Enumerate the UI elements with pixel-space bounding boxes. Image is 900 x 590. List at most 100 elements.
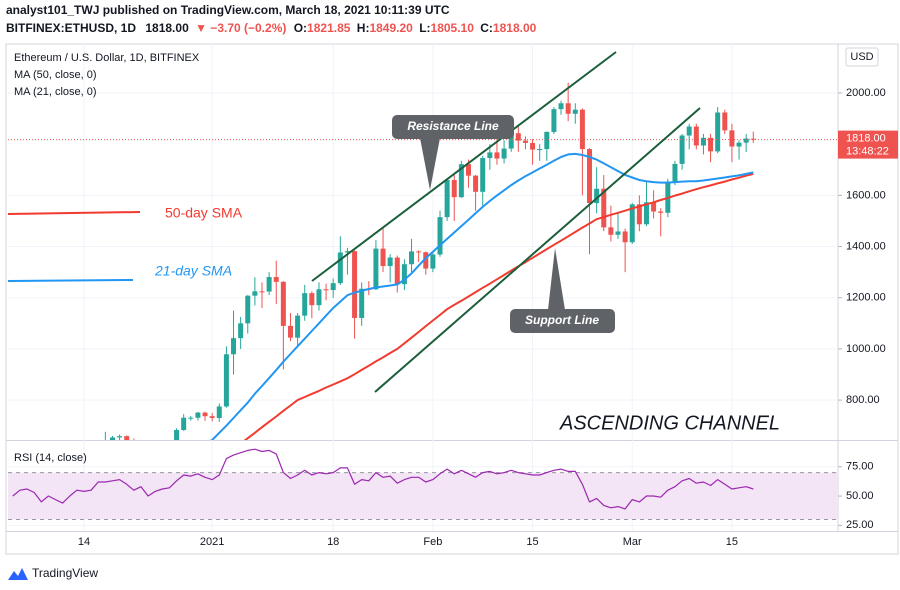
support-label: Support Line	[525, 313, 599, 327]
unit-box	[845, 47, 879, 67]
resistance-label: Resistance Line	[407, 119, 499, 133]
candle-body	[494, 152, 500, 159]
symbol: BITFINEX:ETHUSD, 1D	[6, 21, 136, 35]
candle-body	[423, 252, 429, 269]
candle-body	[679, 135, 685, 164]
y-tick-label: 1000.00	[846, 343, 886, 355]
candle-body	[195, 412, 201, 418]
candle-body	[658, 211, 664, 213]
open: 1821.85	[307, 21, 351, 35]
candle-body	[252, 291, 258, 296]
candle-body	[373, 248, 379, 290]
axis-unit: USD	[850, 51, 873, 63]
candle-body	[722, 112, 728, 131]
sma21-label: 21-day SMA	[154, 263, 232, 279]
candle-body	[330, 283, 336, 291]
annotations: Resistance Line Support Line 50-day SMA …	[7, 51, 780, 434]
candle-body	[216, 406, 222, 418]
low-label: L:	[419, 21, 430, 35]
legend-entry: MA (50, close, 0)	[14, 69, 97, 81]
quote-line: BITFINEX:ETHUSD, 1D 1818.00 ▼ −3.70 (−0.…	[6, 21, 537, 35]
candle-body	[708, 137, 714, 152]
channel-label: ASCENDING CHANNEL	[559, 412, 780, 434]
legend-entry: MA (21, close, 0)	[14, 86, 97, 98]
candle-body	[273, 277, 279, 282]
last-price-box	[838, 130, 898, 159]
y-tick-label: 800.00	[846, 394, 880, 406]
x-tick-label: 15	[526, 536, 538, 548]
rsi-line	[12, 448, 754, 510]
candle-body	[530, 142, 536, 150]
brand-logo	[8, 568, 28, 580]
sma50-marker	[7, 211, 141, 215]
high-label: H:	[357, 21, 370, 35]
close: 1818.00	[493, 21, 537, 35]
candle-body	[715, 112, 721, 152]
candle-body	[508, 133, 514, 149]
candle-body	[579, 109, 585, 150]
last-price-label: 1818.00	[846, 133, 886, 145]
candle-body	[551, 109, 557, 132]
pane-title: Ethereum / U.S. Dollar, 1D, BITFINEX	[14, 52, 200, 64]
candle-body	[473, 175, 479, 192]
candle-body	[558, 103, 564, 110]
candle-body	[458, 164, 464, 198]
candle-body	[572, 109, 578, 114]
candle-body	[615, 231, 621, 235]
candle-body	[608, 227, 614, 235]
change: ▼ −3.70 (−0.2%)	[195, 21, 286, 35]
candle-body	[266, 277, 272, 292]
x-tick-label: 2021	[200, 536, 224, 548]
candle-body	[323, 289, 329, 291]
candle-body	[174, 430, 180, 440]
candle-body	[337, 252, 343, 284]
candle-body	[693, 126, 699, 146]
candle-body	[465, 164, 471, 176]
candle-body	[743, 138, 749, 143]
y-tick-label: 1400.00	[846, 240, 886, 252]
moving-average	[243, 172, 754, 440]
brand-name: TradingView	[32, 566, 98, 580]
candle-body	[651, 202, 657, 212]
candle-body	[444, 180, 450, 218]
candle-body	[487, 152, 493, 159]
close-label: C:	[480, 21, 493, 35]
candle-body	[259, 291, 265, 293]
support-trendline	[374, 107, 701, 393]
candle-body	[181, 417, 187, 431]
open-label: O:	[294, 21, 307, 35]
candle-body	[686, 126, 692, 136]
x-tick-label: 15	[726, 536, 738, 548]
y-tick-label: 25.00	[846, 519, 874, 531]
resistance-trendline	[311, 51, 617, 282]
brand: TradingView	[8, 566, 98, 580]
candle-body	[629, 204, 635, 243]
candle-body	[480, 158, 486, 192]
candle-body	[622, 231, 628, 243]
candle-body	[729, 130, 735, 147]
moving-average	[209, 152, 754, 440]
candle-body	[124, 436, 130, 440]
candle-body	[352, 251, 358, 318]
candle-body	[437, 217, 443, 255]
candle-body	[117, 436, 123, 438]
candle-body	[309, 293, 315, 306]
candle-body	[223, 354, 229, 407]
callout-box	[392, 115, 514, 139]
candle-body	[245, 295, 251, 324]
candle-body	[387, 257, 393, 267]
last: 1818.00	[145, 21, 189, 35]
x-tick-label: 14	[78, 536, 90, 548]
candle-body	[587, 149, 593, 204]
candle-body	[416, 251, 422, 253]
candle-body	[238, 323, 244, 339]
candle-body	[736, 142, 742, 147]
callout-pointer	[420, 138, 440, 190]
candle-body	[209, 416, 215, 418]
candle-body	[344, 251, 350, 253]
high: 1849.20	[369, 21, 413, 35]
candle-body	[700, 137, 706, 146]
candle-body	[188, 417, 194, 419]
candle-body	[202, 412, 208, 417]
